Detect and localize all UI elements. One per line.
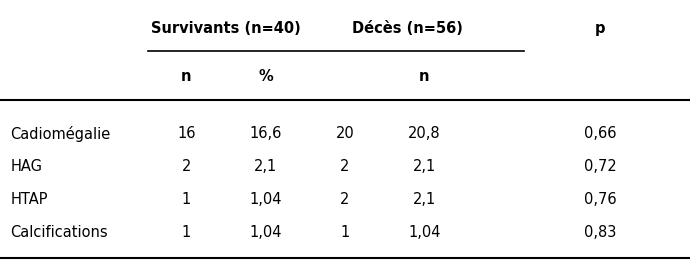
Text: 16,6: 16,6	[250, 126, 282, 141]
Text: Calcifications: Calcifications	[10, 225, 108, 240]
Text: 20: 20	[335, 126, 355, 141]
Text: 2: 2	[181, 159, 191, 174]
Text: 2,1: 2,1	[254, 159, 277, 174]
Text: HAG: HAG	[10, 159, 42, 174]
Text: n: n	[181, 69, 192, 84]
Text: p: p	[595, 21, 606, 36]
Text: 1,04: 1,04	[249, 225, 282, 240]
Text: Survivants (n=40): Survivants (n=40)	[151, 21, 302, 36]
Text: 20,8: 20,8	[408, 126, 441, 141]
Text: 2: 2	[340, 159, 350, 174]
Text: HTAP: HTAP	[10, 192, 48, 207]
Text: 1,04: 1,04	[408, 225, 441, 240]
Text: 1: 1	[340, 225, 350, 240]
Text: 2: 2	[340, 192, 350, 207]
Text: n: n	[419, 69, 430, 84]
Text: 0,76: 0,76	[584, 192, 617, 207]
Text: 1,04: 1,04	[249, 192, 282, 207]
Text: %: %	[258, 69, 273, 84]
Text: 16: 16	[177, 126, 195, 141]
Text: Décès (n=56): Décès (n=56)	[352, 21, 462, 36]
Text: 0,72: 0,72	[584, 159, 617, 174]
Text: 1: 1	[181, 225, 191, 240]
Text: 2,1: 2,1	[413, 192, 436, 207]
Text: 2,1: 2,1	[413, 159, 436, 174]
Text: 0,83: 0,83	[584, 225, 616, 240]
Text: 1: 1	[181, 192, 191, 207]
Text: Cadiomégalie: Cadiomégalie	[10, 126, 110, 142]
Text: 0,66: 0,66	[584, 126, 617, 141]
